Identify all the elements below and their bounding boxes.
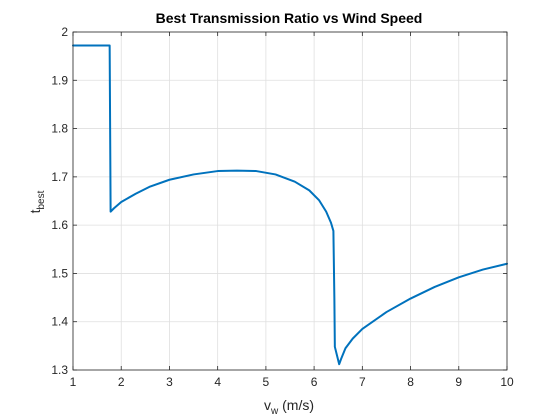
x-tick-label: 2 — [118, 375, 125, 389]
ticks: 1 2 3 4 5 6 7 8 9 10 1.3 1.4 1.5 1.6 1.7 1.8 1.9 2 — [51, 25, 514, 389]
x-tick-label: 8 — [407, 375, 414, 389]
chart-title: Best Transmission Ratio vs Wind Speed — [156, 10, 423, 26]
y-tick-label: 1.7 — [51, 170, 68, 184]
x-tick-label: 3 — [166, 375, 173, 389]
x-axis-label: vw (m/s) — [264, 397, 314, 417]
y-axis-label-sub: best — [36, 190, 47, 209]
y-tick-label: 1.5 — [51, 266, 68, 280]
y-tick-label: 1.4 — [51, 315, 68, 329]
y-tick-label: 1.8 — [51, 122, 68, 136]
x-tick-label: 10 — [500, 375, 514, 389]
x-tick-label: 7 — [359, 375, 366, 389]
plot-area — [73, 32, 507, 370]
y-tick-label: 1.9 — [51, 73, 68, 87]
x-tick-label: 6 — [311, 375, 318, 389]
series-layer — [72, 44, 508, 366]
y-axis-label-main: t — [27, 209, 43, 213]
x-tick-label: 5 — [263, 375, 270, 389]
y-axis-label-group: tbest — [27, 190, 47, 213]
series-line — [72, 44, 508, 366]
y-tick-label: 2 — [61, 25, 68, 39]
x-axis-label-suffix: (m/s) — [278, 397, 314, 413]
x-axis-label-main: v — [264, 397, 271, 413]
x-tick-label: 9 — [455, 375, 462, 389]
x-axis-label-sub: w — [270, 406, 279, 417]
y-axis-label: tbest — [27, 190, 47, 213]
y-tick-label: 1.6 — [51, 218, 68, 232]
x-tick-label: 1 — [70, 375, 77, 389]
axes-box — [72, 31, 508, 371]
x-tick-label: 4 — [214, 375, 221, 389]
y-tick-label: 1.3 — [51, 363, 68, 377]
